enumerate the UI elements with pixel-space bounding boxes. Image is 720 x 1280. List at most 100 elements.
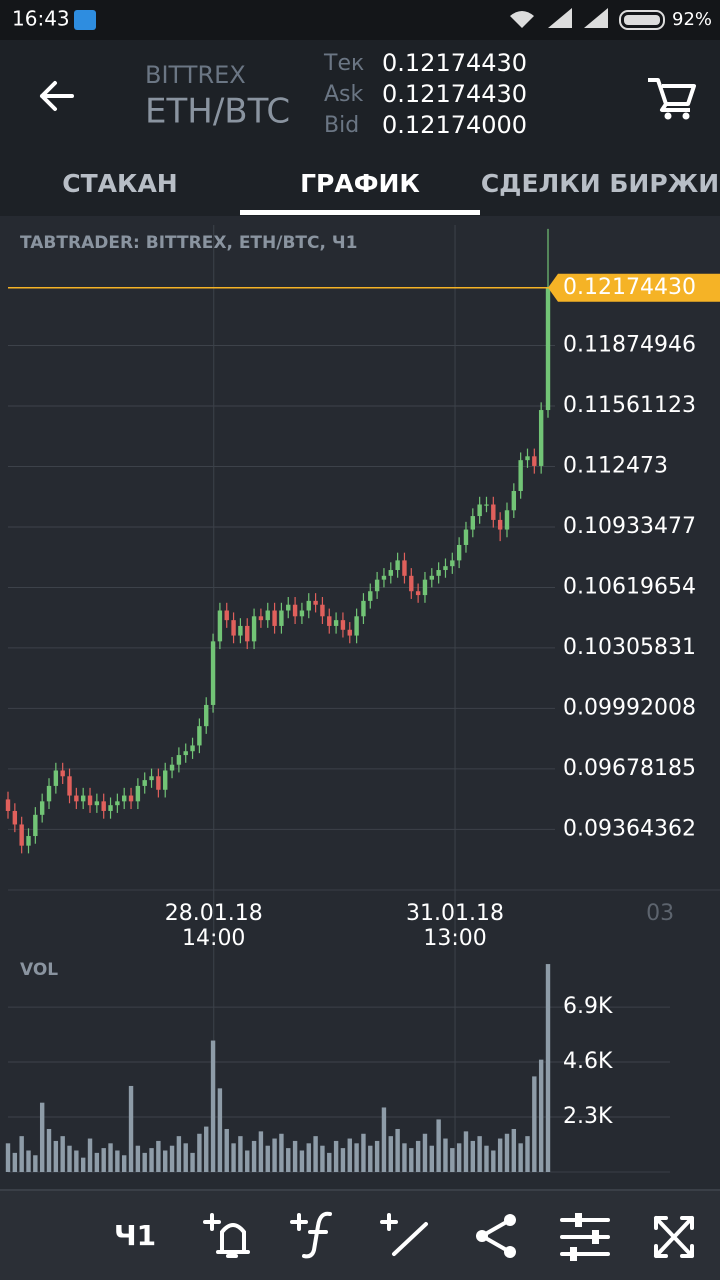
volume-bar [169, 1145, 175, 1172]
status-time: 16:43 [12, 7, 70, 31]
candle-body [5, 799, 11, 811]
candle-body [279, 610, 284, 626]
volume-bar [94, 1152, 100, 1172]
volume-bar [313, 1136, 318, 1172]
volume-bar [197, 1133, 202, 1172]
volume-bar [286, 1148, 291, 1172]
candle-body [12, 810, 18, 825]
volume-bar [422, 1133, 428, 1172]
candle-body [217, 610, 223, 642]
candle-body [415, 591, 421, 596]
toolbar-icons [203, 1211, 694, 1259]
volume-bar [183, 1143, 188, 1172]
candle-body [470, 516, 476, 530]
candle-body [374, 579, 380, 592]
candle-body [101, 801, 106, 811]
indicator-button[interactable] [290, 1211, 332, 1259]
candle-body [265, 610, 270, 621]
tab[interactable]: СТАКАН [62, 169, 177, 198]
candle-body [463, 529, 469, 545]
tab[interactable]: СДЕЛКИ БИРЖИ [481, 169, 719, 198]
candle-body [347, 629, 352, 636]
volume-bar [388, 1136, 393, 1172]
volume-bar [224, 1128, 229, 1172]
candle-body [354, 616, 359, 636]
volume-bar [402, 1143, 407, 1172]
candle-body [511, 491, 517, 511]
volume-bar [491, 1150, 496, 1172]
volume-bar [19, 1136, 24, 1172]
volume-bar [320, 1145, 325, 1172]
volume-bar [60, 1136, 65, 1172]
candle-body [80, 795, 86, 802]
wifi-icon [510, 11, 534, 28]
volume-bar [87, 1138, 93, 1172]
candle-body [450, 560, 455, 567]
volume-bar [46, 1128, 52, 1172]
header [0, 40, 720, 216]
pair: ETH/BTC [145, 92, 290, 132]
volume-bar [395, 1128, 400, 1172]
candle-body [320, 604, 325, 617]
volume-bar [381, 1107, 387, 1172]
draw-button[interactable] [380, 1213, 428, 1256]
volume-bar [265, 1145, 270, 1172]
candle-body [67, 776, 72, 796]
volume-bar [12, 1152, 18, 1172]
candle-body [497, 519, 503, 530]
candle-body [436, 570, 441, 576]
signal-icon [584, 8, 608, 28]
battery-text: 92% [672, 9, 712, 30]
candle-body [115, 801, 120, 806]
volume-bar [368, 1145, 373, 1172]
candle-body [169, 764, 175, 771]
y-tick-label: 2.3K [563, 1104, 613, 1129]
quote-value: 0.12174000 [382, 111, 527, 139]
candle-body [39, 801, 45, 815]
volume-bar [74, 1150, 79, 1172]
candle-body [122, 795, 127, 802]
settings-button[interactable] [560, 1218, 610, 1256]
candle-body [128, 795, 134, 802]
candle-body [286, 604, 291, 611]
interval-button[interactable]: Ч1 [114, 1219, 156, 1252]
quote-value: 0.12174430 [382, 49, 527, 77]
y-tick-label: 0.10305831 [563, 635, 696, 660]
candle-body [176, 755, 182, 765]
volume-bar [436, 1119, 441, 1172]
y-tick-label: 0.10933477 [563, 514, 696, 539]
candle-body [327, 616, 332, 626]
y-tick-label: 0.09364362 [563, 816, 696, 841]
y-tick-label: 0.112473 [563, 453, 668, 478]
candle-body [429, 575, 434, 580]
volume-bar [504, 1133, 510, 1172]
cart-button[interactable] [648, 78, 696, 112]
tab[interactable]: ГРАФИК [300, 169, 420, 198]
back-button[interactable] [40, 81, 74, 111]
volume-bar [204, 1126, 209, 1172]
candle-body [258, 616, 264, 621]
candle-body [224, 610, 229, 621]
slider-knob [570, 1247, 577, 1261]
volume-bar [333, 1140, 339, 1172]
volume-bar [272, 1138, 277, 1172]
tab-indicator [240, 210, 480, 215]
volume-bar [108, 1143, 113, 1172]
volume-bar [238, 1136, 243, 1172]
volume-bar [101, 1148, 106, 1172]
volume-bar [511, 1128, 517, 1172]
candle-body [210, 641, 216, 705]
quote-label: Тек [323, 51, 364, 76]
candle-body [53, 770, 59, 786]
alert-button[interactable] [203, 1213, 250, 1258]
candle-body [518, 460, 523, 491]
chart-title: VOL [20, 960, 58, 980]
candle-body [245, 625, 250, 642]
candle-body [477, 504, 482, 517]
candle-body [409, 575, 414, 592]
volume-bar [374, 1140, 380, 1172]
y-tick-label: 0.09992008 [563, 695, 696, 720]
fullscreen-button[interactable] [654, 1216, 694, 1258]
volume-bar [53, 1140, 59, 1172]
